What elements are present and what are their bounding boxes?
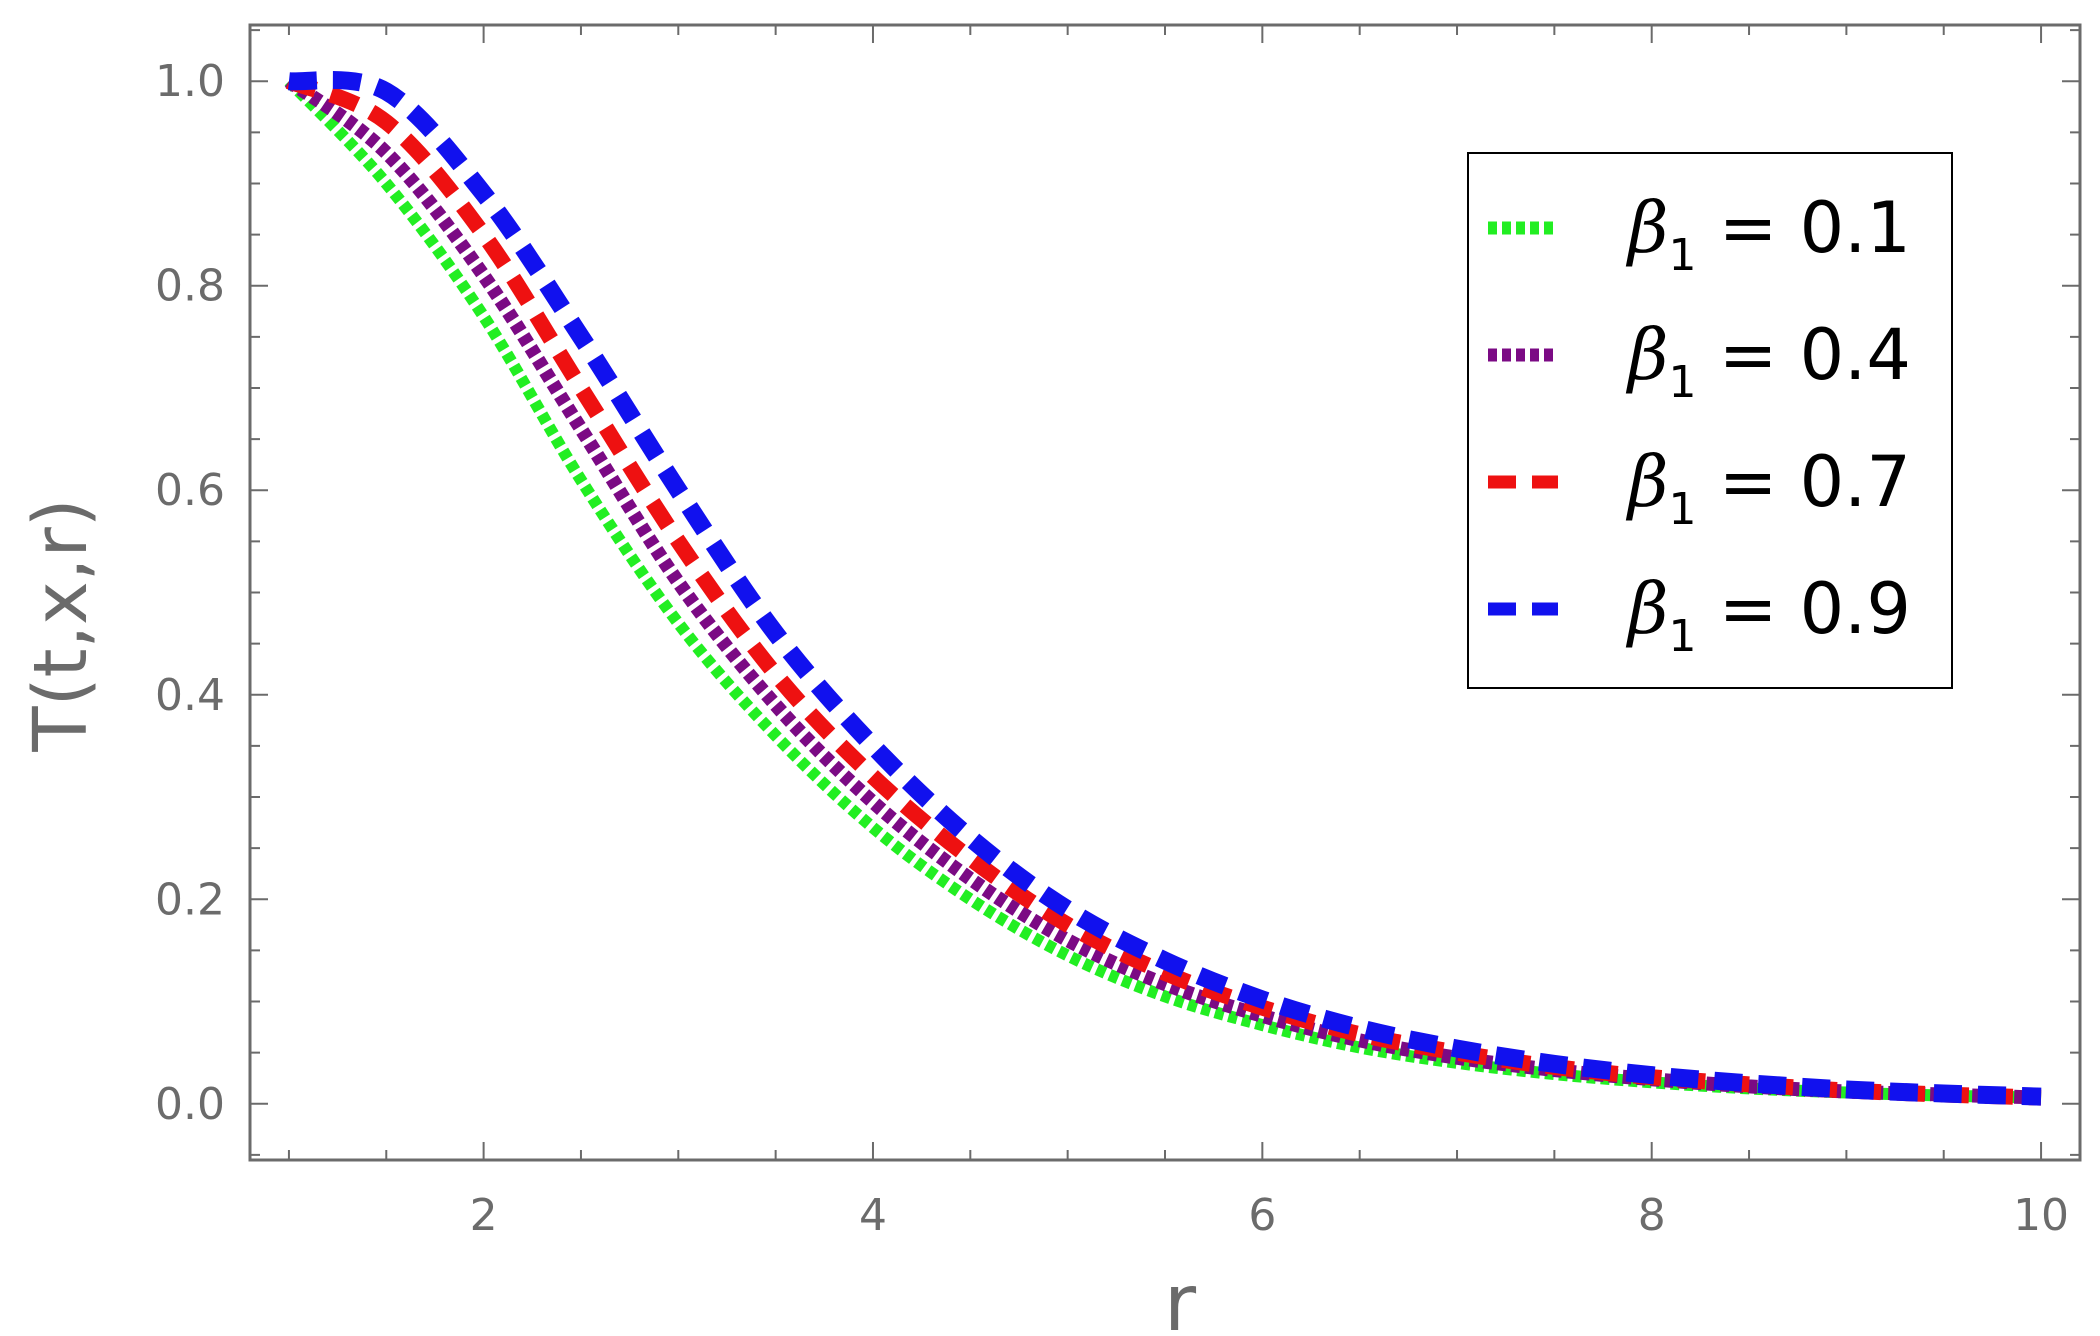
x-tick-label: 6 — [1248, 1190, 1276, 1241]
y-axis-title: T(t,x,r) — [18, 498, 104, 752]
y-tick-label: 0.0 — [155, 1079, 225, 1130]
legend-label-3: β1 = 0.7 — [1625, 441, 1911, 535]
y-axis: 0.0 0.2 0.4 0.6 0.8 1.0 — [155, 29, 2080, 1156]
series-line-4 — [288, 71, 2042, 1106]
legend: β1 = 0.1 β1 = 0.4 β1 = 0.7 β1 = 0.9 — [1467, 152, 1953, 689]
legend-label-4: β1 = 0.9 — [1625, 568, 1911, 662]
y-tick-label: 0.6 — [155, 465, 225, 516]
legend-label-2: β1 = 0.4 — [1625, 314, 1911, 408]
y-tick-label: 0.8 — [155, 261, 225, 312]
x-axis: 2 4 6 8 10 — [287, 25, 2069, 1241]
x-tick-label: 4 — [859, 1190, 887, 1241]
x-tick-label: 2 — [470, 1190, 498, 1241]
series-layer — [284, 71, 2042, 1106]
x-tick-label: 10 — [2013, 1190, 2069, 1241]
series-line-2 — [284, 75, 2042, 1105]
x-tick-label: 8 — [1638, 1190, 1666, 1241]
y-tick-label: 0.4 — [155, 670, 225, 721]
x-axis-title: r — [1164, 1259, 1197, 1336]
y-tick-label: 0.2 — [155, 874, 225, 925]
legend-label-1: β1 = 0.1 — [1625, 187, 1911, 281]
y-tick-label: 1.0 — [155, 56, 225, 107]
legend-box — [1467, 152, 1953, 689]
series-line-1 — [284, 77, 2042, 1104]
